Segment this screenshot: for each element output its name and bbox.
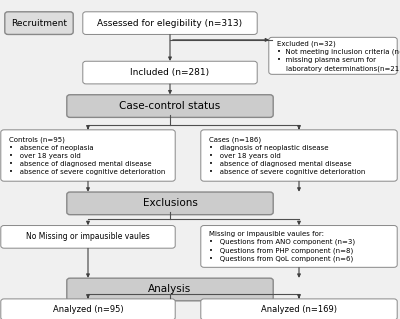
Text: Analyzed (n=95): Analyzed (n=95): [53, 305, 123, 314]
FancyBboxPatch shape: [269, 37, 397, 74]
Text: Recruitment: Recruitment: [11, 19, 67, 28]
FancyBboxPatch shape: [67, 95, 273, 117]
FancyBboxPatch shape: [83, 12, 257, 34]
FancyBboxPatch shape: [201, 226, 397, 267]
Text: Excluded (n=32)
•  Not meeting inclusion criteria (n=11)
•  missing plasma serum: Excluded (n=32) • Not meeting inclusion …: [277, 40, 400, 71]
FancyBboxPatch shape: [67, 192, 273, 215]
Text: Controls (n=95)
•   absence of neoplasia
•   over 18 years old
•   absence of di: Controls (n=95) • absence of neoplasia •…: [9, 136, 165, 175]
Text: Missing or impausible vaules for:
•   Questions from ANO component (n=3)
•   Que: Missing or impausible vaules for: • Ques…: [209, 231, 355, 262]
FancyBboxPatch shape: [83, 61, 257, 84]
Text: Cases (n=186)
•   diagnosis of neoplastic disease
•   over 18 years old
•   abse: Cases (n=186) • diagnosis of neoplastic …: [209, 136, 365, 175]
FancyBboxPatch shape: [67, 278, 273, 301]
FancyBboxPatch shape: [1, 130, 175, 181]
Text: No Missing or impausible vaules: No Missing or impausible vaules: [26, 232, 150, 241]
Text: Analyzed (n=169): Analyzed (n=169): [261, 305, 337, 314]
Text: Included (n=281): Included (n=281): [130, 68, 210, 77]
Text: Assessed for elegibility (n=313): Assessed for elegibility (n=313): [98, 19, 242, 28]
Text: Exclusions: Exclusions: [142, 198, 198, 208]
FancyBboxPatch shape: [1, 226, 175, 248]
Text: Analysis: Analysis: [148, 285, 192, 294]
Text: Case-control status: Case-control status: [119, 101, 221, 111]
FancyBboxPatch shape: [5, 12, 73, 34]
FancyBboxPatch shape: [201, 299, 397, 319]
FancyBboxPatch shape: [1, 299, 175, 319]
FancyBboxPatch shape: [201, 130, 397, 181]
